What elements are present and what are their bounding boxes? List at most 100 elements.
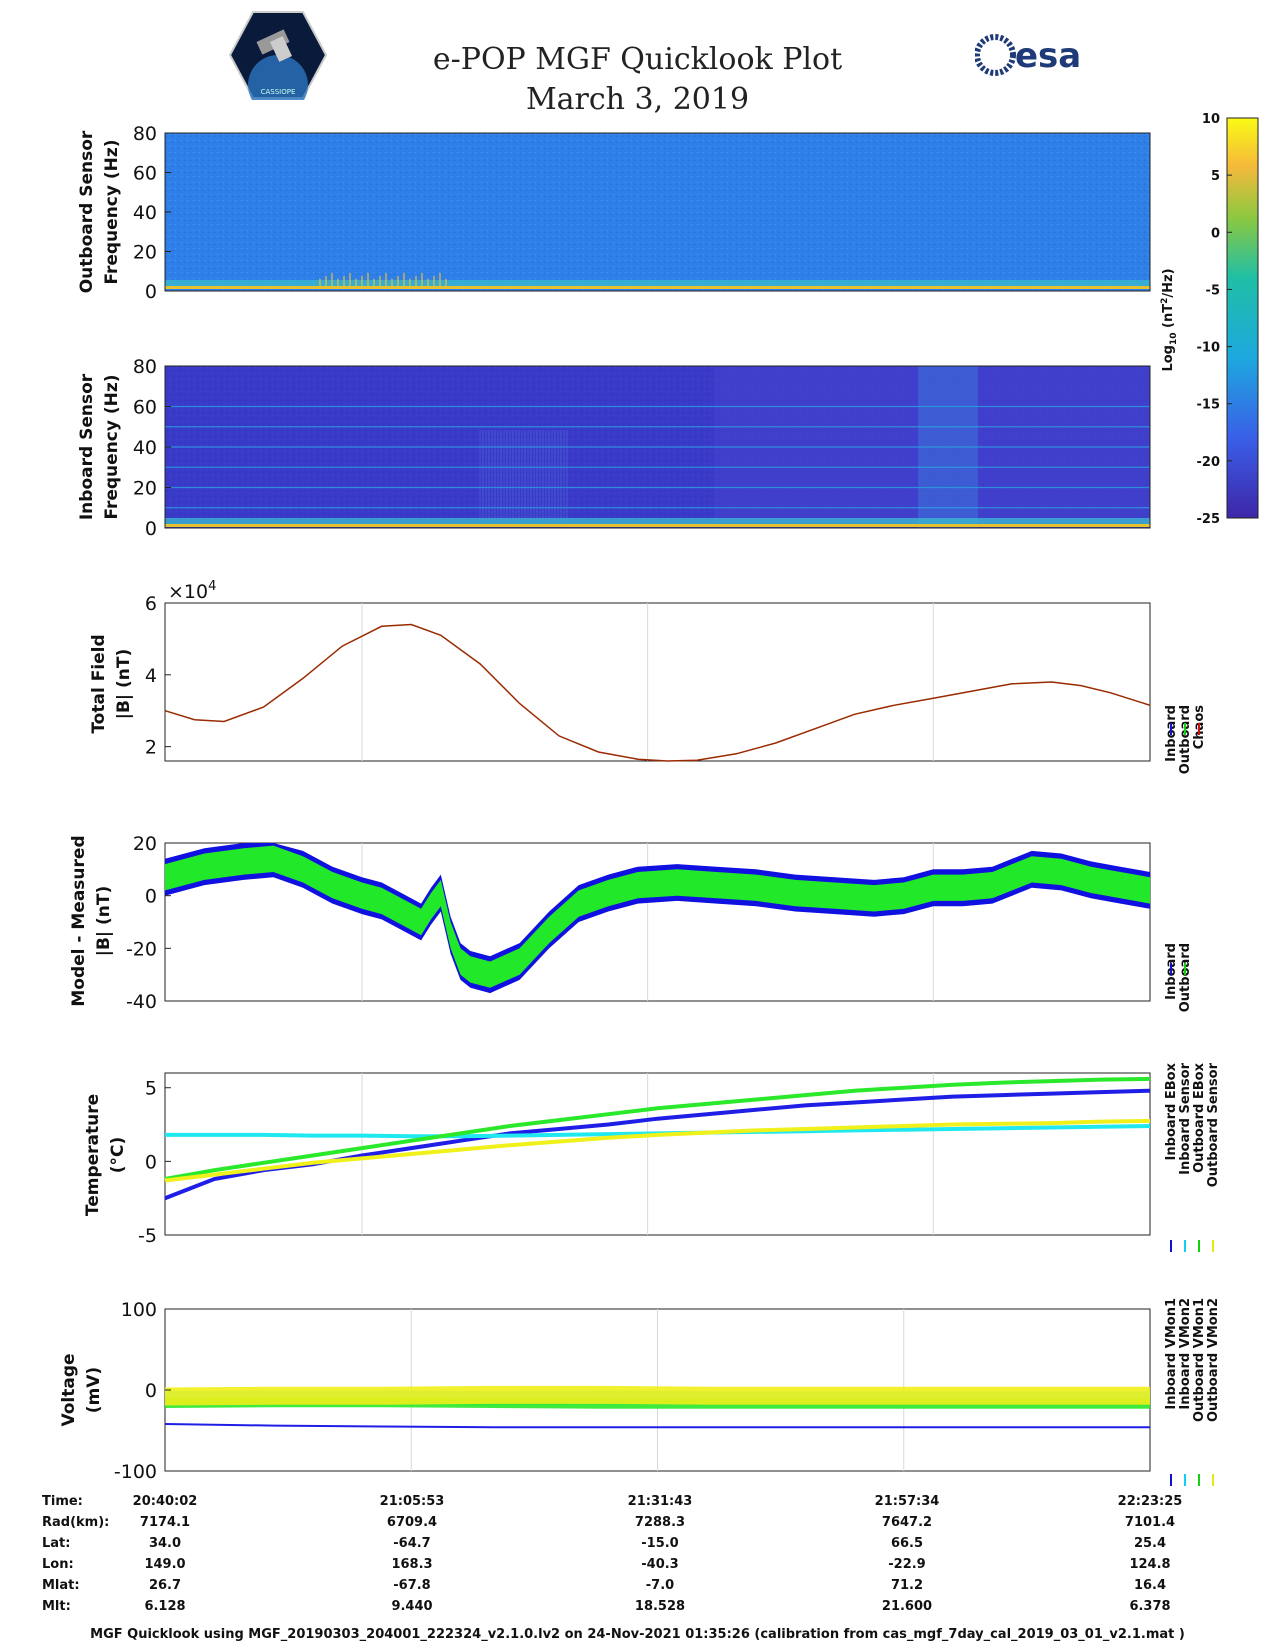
colorbar-gradient: [1226, 117, 1259, 519]
ephemeris-value: -64.7: [393, 1536, 430, 1551]
ephemeris-value: -67.8: [393, 1578, 430, 1593]
voltage-line: [164, 1423, 1150, 1429]
colorbar-tick: 10: [1202, 112, 1220, 127]
ephemeris-value: 7288.3: [635, 1515, 685, 1530]
outboard-ytick: 60: [133, 163, 157, 185]
ephemeris-value: -15.0: [641, 1536, 678, 1551]
ephemeris-value: 66.5: [891, 1536, 923, 1551]
plot-date: March 3, 2019: [525, 82, 750, 117]
ephemeris-row-label: Mlt:: [42, 1599, 71, 1614]
temperature-ytick: -5: [138, 1225, 157, 1247]
colorbar-tick: -15: [1197, 398, 1221, 413]
voltage-ytick: -100: [114, 1461, 157, 1483]
ephemeris-value: 149.0: [144, 1557, 185, 1572]
colorbar: 10 5 0 -5 -10 -15 -20 -25 Log10 (nT2/Hz): [1160, 112, 1259, 527]
ephemeris-table: Time: Rad(km): Lat: Lon: Mlat: Mlt: 20:40:02 71…: [42, 1494, 1182, 1614]
ephemeris-value: 16.4: [1134, 1578, 1166, 1593]
temperature-line: [164, 1076, 1151, 1181]
temperature-line: [164, 1118, 1151, 1183]
voltage-ytick: 0: [145, 1380, 157, 1402]
legend-label: Outboard: [1178, 705, 1193, 774]
outboard-ytick: 40: [133, 202, 157, 224]
outboard-ytick: 0: [145, 281, 157, 303]
outboard-low-frequency-band: [165, 286, 1150, 289]
voltage-ylabel-1: Voltage: [59, 1353, 79, 1426]
colorbar-tick: 0: [1211, 226, 1220, 241]
total-field-panel: 642 ×104 Total Field |B| (nT) InboardOut…: [89, 579, 1207, 774]
ephemeris-value: 6.128: [144, 1599, 185, 1614]
voltage-ylabel-2: (mV): [84, 1367, 104, 1413]
residual-ylabel-1: Model - Measured: [69, 835, 89, 1006]
outboard-ylabel-1: Outboard Sensor: [77, 130, 97, 293]
colorbar-tick: -10: [1197, 341, 1221, 356]
ephemeris-value: 168.3: [391, 1557, 432, 1572]
voltage-panel: 100 0 -100 Voltage (mV) Inboard VMon1 Inboa…: [59, 1298, 1221, 1486]
total-field-ytick: 6: [145, 593, 157, 615]
ephemeris-value: 124.8: [1129, 1557, 1170, 1572]
voltage-ytick: 100: [121, 1299, 157, 1321]
ephemeris-value: 21:31:43: [628, 1494, 693, 1509]
legend-label: Inboard VMon1: [1164, 1298, 1179, 1410]
ephemeris-value: 25.4: [1134, 1536, 1166, 1551]
voltage-line: [164, 1385, 1150, 1406]
inboard-residual-band: [165, 843, 1150, 994]
ephemeris-value: 7647.2: [882, 1515, 932, 1530]
esa-logo-text: esa: [1015, 36, 1081, 76]
inboard-ylabel-1: Inboard Sensor: [77, 373, 97, 520]
legend-label: Outboard Sensor: [1206, 1062, 1221, 1187]
ephemeris-value: 71.2: [891, 1578, 923, 1593]
legend-label: Inboard EBox: [1164, 1062, 1179, 1160]
legend-label: Inboard Sensor: [1178, 1062, 1193, 1174]
temperature-ytick: 5: [145, 1078, 157, 1100]
inboard-ytick: 40: [133, 437, 157, 459]
ephemeris-row-label: Mlat:: [42, 1578, 80, 1593]
outboard-spectrogram-image: [165, 133, 1150, 291]
legend-label: Outboard VMon2: [1206, 1298, 1221, 1422]
colorbar-label: Log10 (nT2/Hz): [1160, 268, 1179, 371]
outboard-ylabel-2: Frequency (Hz): [102, 139, 122, 284]
inboard-ytick: 20: [133, 478, 157, 500]
ephemeris-value: -22.9: [888, 1557, 925, 1572]
ephemeris-value: 26.7: [149, 1578, 181, 1593]
ephemeris-value: 9.440: [391, 1599, 432, 1614]
footer-caption: MGF Quicklook using MGF_20190303_204001_…: [90, 1627, 1185, 1642]
ephemeris-value: 7174.1: [140, 1515, 190, 1530]
ephemeris-value: -40.3: [641, 1557, 678, 1572]
ephemeris-row-label: Time:: [42, 1494, 83, 1509]
inboard-spectrogram-panel: 80 60 40 20 0 Inboard Sensor Frequency (Hz): [77, 356, 1151, 540]
ephemeris-value: 21.600: [882, 1599, 932, 1614]
colorbar-tick: 5: [1211, 169, 1220, 184]
temperature-panel: 5 0 -5 Temperature (°C) Inboard EBox Inboar…: [83, 1062, 1221, 1252]
model-minus-measured-panel: 200-20-40 Model - Measured |B| (nT) Inbo…: [69, 833, 1193, 1013]
chaos-total-field-line: [164, 623, 1151, 762]
ephemeris-value: 6709.4: [387, 1515, 437, 1530]
total-field-ylabel-2: |B| (nT): [114, 649, 134, 720]
ephemeris-row-label: Rad(km):: [42, 1515, 109, 1530]
residual-ytick: -20: [126, 938, 157, 960]
ephemeris-value: 21:05:53: [380, 1494, 445, 1509]
ephemeris-value: 34.0: [149, 1536, 181, 1551]
outboard-residual-band: [165, 845, 1150, 988]
ephemeris-value: 18.528: [635, 1599, 685, 1614]
colorbar-tick: -5: [1206, 283, 1220, 298]
residual-ylabel-2: |B| (nT): [94, 886, 114, 957]
inboard-ytick: 0: [145, 518, 157, 540]
residual-ytick: -40: [126, 991, 157, 1013]
residual-ytick: 0: [145, 886, 157, 908]
inboard-low-frequency-band: [165, 524, 1150, 527]
temperature-ytick: 0: [145, 1151, 157, 1173]
temperature-ylabel-1: Temperature: [83, 1094, 103, 1216]
ephemeris-value: 6.378: [1129, 1599, 1170, 1614]
cassiope-logo-text: CASSIOPE: [261, 88, 296, 96]
ephemeris-value: 7101.4: [1125, 1515, 1175, 1530]
legend-label: Inboard VMon2: [1178, 1298, 1193, 1410]
total-field-ytick: 2: [145, 737, 157, 759]
ephemeris-row-label: Lon:: [42, 1557, 74, 1572]
legend-label: Outboard VMon1: [1192, 1298, 1207, 1422]
total-field-ytick: 4: [145, 665, 157, 687]
residual-ytick: 20: [133, 833, 157, 855]
field-multiplier: ×104: [168, 579, 216, 603]
temperature-ylabel-2: (°C): [108, 1137, 128, 1174]
outboard-ytick: 80: [133, 123, 157, 145]
